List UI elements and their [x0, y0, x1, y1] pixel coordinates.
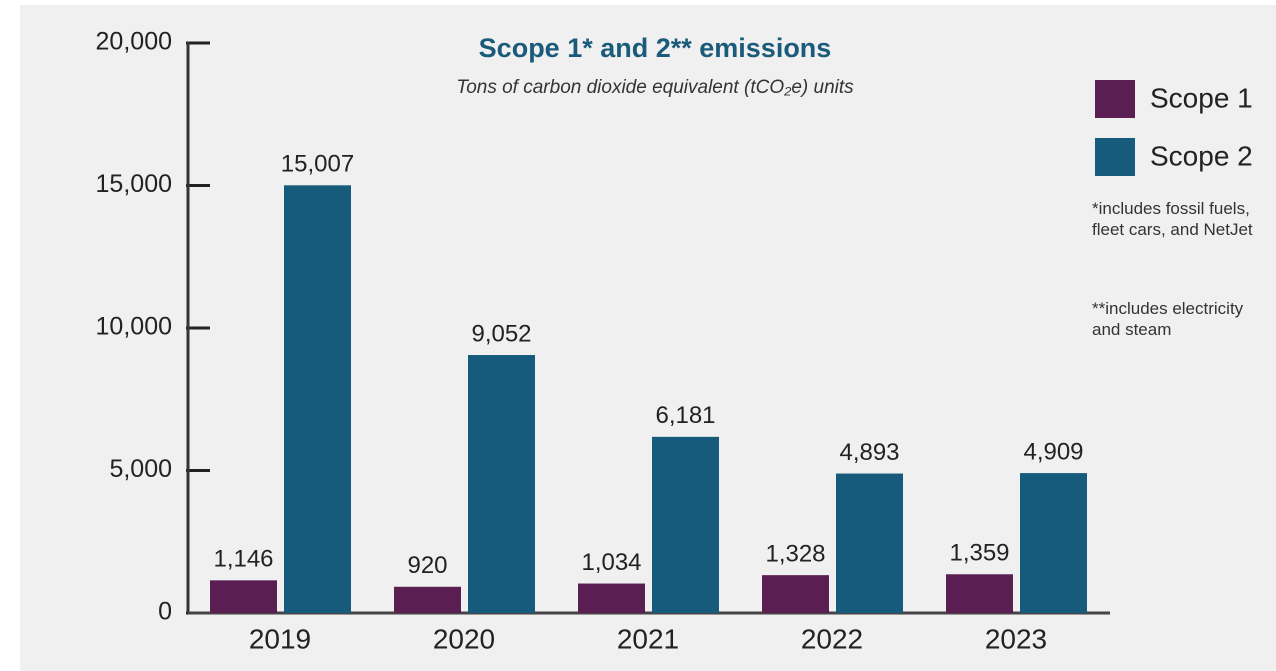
note: **includes electricity and steam [1092, 299, 1244, 339]
x-tick-label: 2019 [249, 623, 311, 654]
value-label: 920 [407, 552, 447, 579]
legend-label: Scope 2 [1150, 140, 1253, 171]
bar [1020, 473, 1087, 613]
bar [652, 436, 719, 613]
legend-label: Scope 1 [1150, 82, 1253, 113]
legend-swatch [1095, 138, 1135, 176]
bar [394, 586, 461, 613]
x-tick-label: 2022 [801, 623, 863, 654]
bar [946, 574, 1013, 613]
x-tick-label: 2021 [617, 623, 679, 654]
value-label: 1,359 [949, 540, 1009, 567]
value-label: 4,909 [1023, 438, 1083, 465]
value-label: 4,893 [839, 439, 899, 466]
value-label: 1,034 [581, 549, 641, 576]
chart-subtitle: Tons of carbon dioxide equivalent (tCO₂e… [456, 77, 854, 98]
bar [578, 583, 645, 613]
value-label: 9,052 [471, 320, 531, 347]
value-label: 1,146 [213, 546, 273, 573]
y-tick-label: 0 [158, 598, 172, 626]
x-tick-label: 2023 [985, 623, 1047, 654]
chart-background [20, 5, 1276, 671]
chart-title: Scope 1* and 2** emissions [479, 33, 832, 63]
bar [210, 580, 277, 613]
value-label: 1,328 [765, 540, 825, 567]
bar [762, 575, 829, 613]
y-tick-label: 5,000 [109, 455, 172, 483]
y-tick-label: 10,000 [96, 313, 172, 341]
y-tick-label: 15,000 [96, 170, 172, 198]
x-tick-label: 2020 [433, 623, 495, 654]
value-label: 6,181 [655, 402, 715, 429]
bar [284, 185, 351, 613]
legend-swatch [1095, 80, 1135, 118]
note: *includes fossil fuels, fleet cars, and … [1092, 199, 1253, 239]
bar [468, 355, 535, 613]
bar [836, 473, 903, 613]
y-tick-label: 20,000 [96, 28, 172, 56]
value-label: 15,007 [281, 151, 354, 178]
